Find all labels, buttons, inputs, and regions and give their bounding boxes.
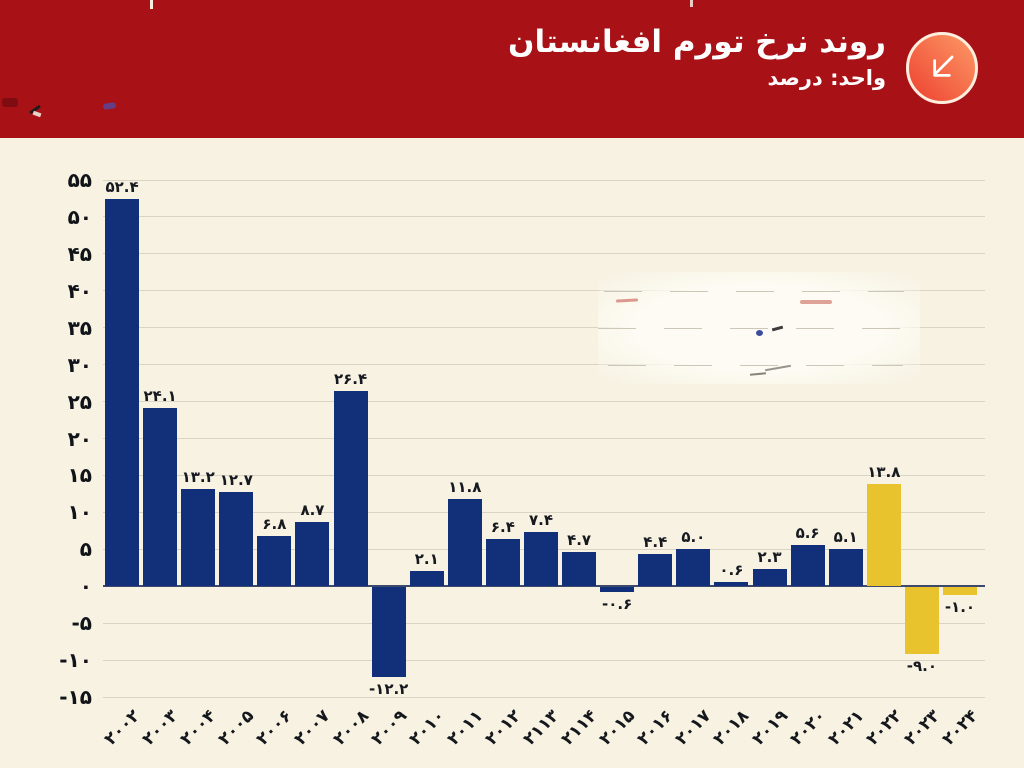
bar-2018: [714, 581, 749, 587]
bar-2019: [752, 569, 787, 587]
artifact-red-smear: [800, 300, 832, 304]
y-tick-label: ۴۰: [67, 278, 92, 303]
bar-2017: [676, 549, 711, 587]
bar-2003: [143, 408, 178, 587]
bar-2013: [524, 531, 558, 587]
bar-2004: [181, 488, 216, 587]
artifact-broken-gridline: [608, 365, 903, 366]
unit-label: واحد: درصد: [767, 65, 886, 90]
artifact-dark-dash: [771, 325, 784, 332]
bar-value-label: ۴.۴: [643, 532, 668, 551]
bar-value-label: -۱.۰: [944, 597, 976, 616]
y-tick-label: ۳۵: [67, 315, 92, 340]
bar-2010: [409, 570, 444, 587]
bar-value-label: ۵.۰: [681, 528, 706, 547]
gridline--10: [103, 659, 985, 661]
gridline--5: [103, 622, 985, 624]
bar-2007: [295, 521, 330, 587]
bar-value-label: ۷.۴: [528, 510, 553, 529]
artifact-white-tick-2: [690, 0, 693, 7]
bar-value-label: ۰.۶: [719, 560, 744, 579]
zero-axis-line: [103, 585, 985, 588]
y-tick-label: ۰: [79, 574, 92, 599]
bar-value-label: ۴.۷: [567, 530, 592, 549]
bar-value-label: ۶.۸: [262, 514, 287, 533]
trend-down-arrow-icon: [906, 32, 978, 104]
artifact-broken-gridline: [598, 328, 908, 329]
gridline-20: [103, 438, 985, 439]
y-tick-label: ۵: [79, 537, 92, 562]
bar-value-label: ۲.۳: [757, 548, 782, 567]
bar-value-label: -۹.۰: [906, 656, 937, 675]
bar-2014: [562, 551, 597, 587]
bar-2012: [485, 538, 520, 587]
y-tick-label: ۳۰: [67, 352, 92, 377]
bar-value-label: ۱۳.۸: [867, 463, 901, 482]
bar-2009: [371, 587, 406, 678]
bar-2006: [257, 535, 292, 587]
gridline-15: [103, 474, 985, 476]
bar-value-label: ۲.۱: [414, 549, 439, 568]
bar-value-label: ۸.۷: [300, 500, 325, 519]
gridline-25: [103, 401, 985, 403]
bar-value-label: ۵۲.۴: [105, 178, 139, 197]
y-tick-label: -۱۰: [59, 648, 92, 673]
bar-value-label: ۲۴.۱: [143, 387, 177, 406]
y-tick-label: ۱۰: [67, 500, 92, 525]
artifact-white-tick: [150, 0, 153, 9]
y-tick-label: ۴۵: [67, 241, 92, 266]
page-title: روند نرخ تورم افغانستان: [508, 24, 886, 60]
gridline-10: [103, 511, 985, 513]
bar-value-label: ۱۲.۷: [219, 471, 253, 490]
erased-patch-artifact: [598, 272, 920, 384]
bar-value-label: ۲۶.۴: [333, 370, 368, 389]
y-tick-label: ۵۵: [67, 168, 92, 192]
arrow-down-left-glyph: [933, 55, 954, 77]
gridline-35: [103, 327, 985, 329]
gridline--15: [103, 696, 985, 698]
bar-2023: [904, 587, 939, 654]
bar-value-label: -۰.۶: [602, 594, 633, 613]
bar-2008: [333, 391, 368, 587]
bar-2020: [790, 544, 825, 587]
bar-value-label: ۱۳.۲: [181, 467, 215, 486]
y-tick-label: -۵: [71, 611, 92, 636]
gridline-40: [103, 290, 985, 292]
artifact-red-smear: [615, 298, 639, 303]
bar-2016: [638, 553, 673, 587]
y-tick-label: ۲۰: [67, 426, 92, 451]
artifact-scribble: [749, 372, 767, 376]
gridline-45: [103, 253, 985, 255]
gridline-30: [103, 364, 985, 366]
y-tick-label: -۱۵: [59, 685, 92, 709]
bar-value-label: ۶.۴: [490, 517, 515, 536]
bar-2005: [219, 492, 254, 587]
bar-2022: [866, 484, 901, 587]
artifact-blue-dot: [756, 330, 763, 336]
bar-value-label: ۱۱.۸: [448, 478, 482, 497]
bar-2002: [105, 199, 140, 587]
gridline-50: [103, 216, 985, 218]
plot-area: ۵۲.۴ ۲۴.۱ ۱۳.۲ ۱۲.۷ ۶.۸ ۸.۷ ۲۶.۴ -۱۲.۲ ۲.۱ ۱۱.۸ ۶.…: [103, 178, 985, 699]
bar-value-label: ۵.۱: [833, 527, 858, 546]
y-tick-label: ۱۵: [67, 463, 92, 488]
header-banner: روند نرخ تورم افغانستان واحد: درصد: [0, 0, 1024, 138]
bar-2021: [828, 548, 863, 587]
bar-value-label: ۵.۶: [795, 523, 820, 542]
bar-2011: [447, 499, 482, 587]
y-tick-label: ۲۵: [67, 389, 92, 414]
y-tick-label: ۵۰: [67, 204, 92, 229]
bar-value-label: -۱۲.۲: [368, 680, 409, 699]
artifact-broken-gridline: [604, 291, 904, 292]
artifact-faint-mark: [2, 98, 18, 107]
header-titles: روند نرخ تورم افغانستان واحد: درصد: [508, 23, 886, 90]
bar-2015: [600, 587, 635, 592]
bar-2024: [942, 587, 977, 595]
gridline-55: [103, 179, 985, 181]
